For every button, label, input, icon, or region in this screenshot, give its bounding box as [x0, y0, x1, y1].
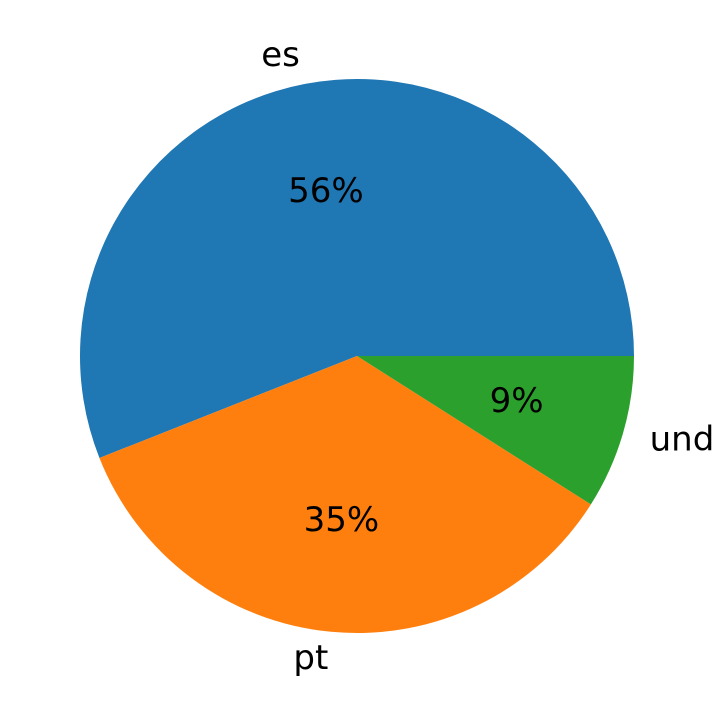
slice-label: pt — [293, 638, 328, 678]
slice-label: es — [261, 35, 300, 75]
percent-label: 35% — [304, 500, 380, 540]
pie-slice — [357, 356, 634, 505]
slice-label: und — [650, 420, 715, 460]
percent-label: 56% — [288, 171, 364, 211]
percent-label: 9% — [490, 381, 544, 421]
pie-slice — [79, 78, 634, 458]
pie-slice — [99, 356, 591, 633]
